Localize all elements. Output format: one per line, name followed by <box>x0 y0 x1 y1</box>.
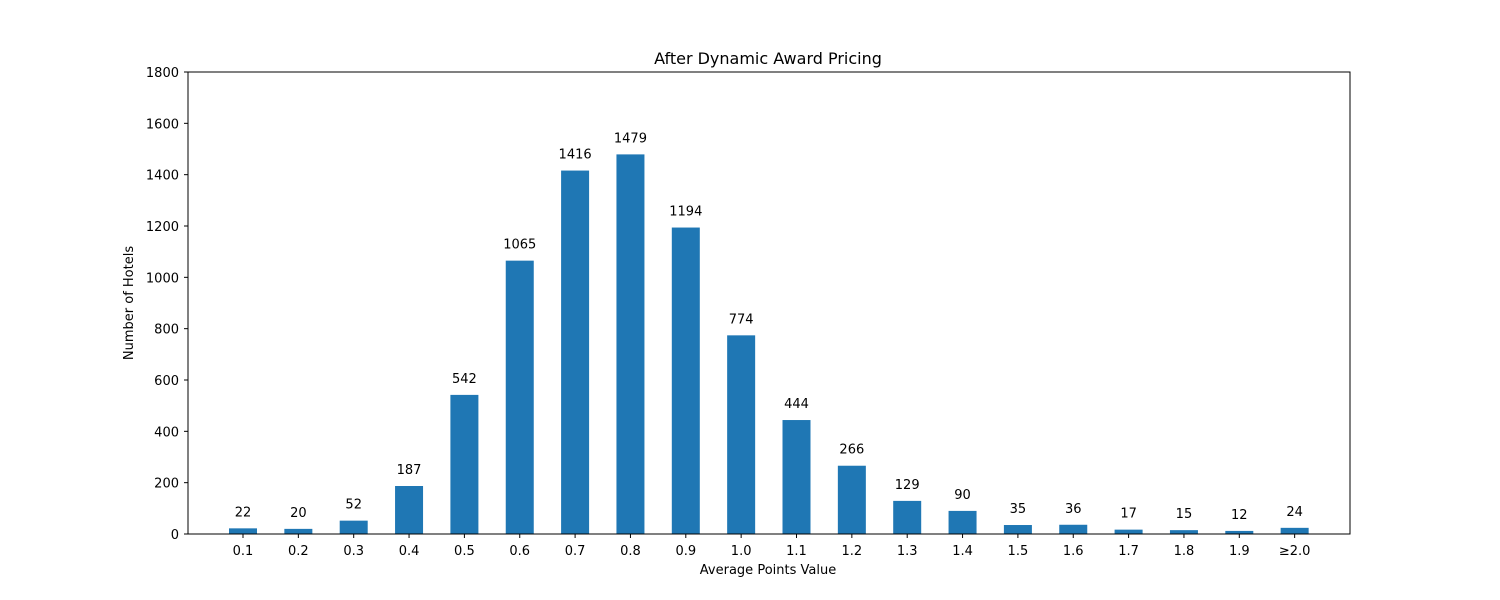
x-tick-label: 0.4 <box>399 544 420 559</box>
y-axis-title: Number of Hotels <box>122 246 137 360</box>
y-tick-label: 1200 <box>146 220 179 235</box>
bar-2 <box>284 528 313 534</box>
bar-10 <box>727 335 756 534</box>
x-tick-label: 1.1 <box>786 544 807 559</box>
bar-5 <box>450 394 479 534</box>
x-axis: 0.1 0.2 0.3 0.4 0.5 0.6 0.7 0.8 0.9 1.0 1.1 1.2 1.3 1… <box>233 534 1311 559</box>
x-tick-label: 1.6 <box>1063 544 1084 559</box>
x-tick-label: 0.7 <box>565 544 586 559</box>
bar-3 <box>339 520 368 534</box>
data-label-3: 52 <box>345 498 362 513</box>
y-tick-label: 0 <box>171 528 179 543</box>
data-label-9: 1194 <box>669 205 702 220</box>
bar-6 <box>505 260 534 534</box>
y-axis: 0 200 400 600 800 1000 1200 1400 1600 1800 <box>146 66 188 543</box>
bar-17 <box>1114 529 1143 534</box>
bars-group <box>229 154 1309 535</box>
data-label-13: 129 <box>895 478 920 493</box>
x-tick-label: 0.6 <box>509 544 530 559</box>
data-labels-group: 22 20521875421065141614791194774444266129… <box>235 131 1303 523</box>
y-tick-label: 600 <box>154 374 179 389</box>
x-tick-label: ≥2.0 <box>1279 544 1311 559</box>
bar-12 <box>837 465 866 534</box>
data-label-19: 12 <box>1231 508 1248 523</box>
y-tick-label: 1800 <box>146 66 179 81</box>
data-label-8: 1479 <box>614 131 647 146</box>
bar-7 <box>561 170 590 534</box>
bar-1 <box>229 528 257 534</box>
y-tick-label: 1400 <box>146 169 179 184</box>
data-label-6: 1065 <box>503 238 536 253</box>
data-label-1: 22 <box>235 505 252 520</box>
bar-16 <box>1059 524 1088 534</box>
x-tick-label: 1.2 <box>842 544 863 559</box>
data-label-11: 444 <box>784 397 809 412</box>
data-label-16: 36 <box>1065 502 1082 517</box>
x-tick-label: 0.3 <box>343 544 364 559</box>
x-tick-label: 0.9 <box>675 544 696 559</box>
data-label-15: 35 <box>1010 502 1027 517</box>
bar-18 <box>1169 530 1198 534</box>
chart-title: After Dynamic Award Pricing <box>654 49 882 68</box>
x-tick-label: 0.8 <box>620 544 641 559</box>
y-tick-label: 400 <box>154 425 179 440</box>
bar-9 <box>671 227 700 535</box>
bar-4 <box>395 486 424 534</box>
data-label-12: 266 <box>839 443 864 458</box>
x-tick-label: 0.1 <box>233 544 254 559</box>
data-label-7: 1416 <box>559 148 592 163</box>
data-label-18: 15 <box>1176 507 1193 522</box>
y-tick-label: 1600 <box>146 117 179 132</box>
data-label-20: 24 <box>1286 505 1303 520</box>
data-label-14: 90 <box>954 488 971 503</box>
x-tick-label: 1.5 <box>1008 544 1029 559</box>
x-tick-label: 1.3 <box>897 544 918 559</box>
x-tick-label: 1.4 <box>952 544 973 559</box>
x-tick-label: 1.0 <box>731 544 752 559</box>
bar-20 <box>1280 527 1309 534</box>
bar-19 <box>1225 530 1254 534</box>
y-tick-label: 1000 <box>146 271 179 286</box>
y-tick-label: 800 <box>154 323 179 338</box>
y-tick-label: 200 <box>154 477 179 492</box>
x-tick-label: 1.7 <box>1118 544 1139 559</box>
data-label-10: 774 <box>729 312 754 327</box>
bar-8 <box>616 154 645 534</box>
bar-15 <box>1003 525 1032 534</box>
data-label-5: 542 <box>452 372 477 387</box>
plot-frame <box>187 71 1351 535</box>
bar-13 <box>893 500 922 534</box>
x-tick-label: 0.2 <box>288 544 309 559</box>
bar-14 <box>948 510 977 534</box>
data-label-4: 187 <box>397 463 422 478</box>
data-label-2: 20 <box>290 506 307 521</box>
x-tick-label: 1.8 <box>1174 544 1195 559</box>
x-tick-label: 0.5 <box>454 544 475 559</box>
x-tick-label: 1.9 <box>1229 544 1250 559</box>
bar-11 <box>782 420 811 534</box>
data-label-17: 17 <box>1120 507 1137 522</box>
x-axis-title: Average Points Value <box>700 563 836 578</box>
